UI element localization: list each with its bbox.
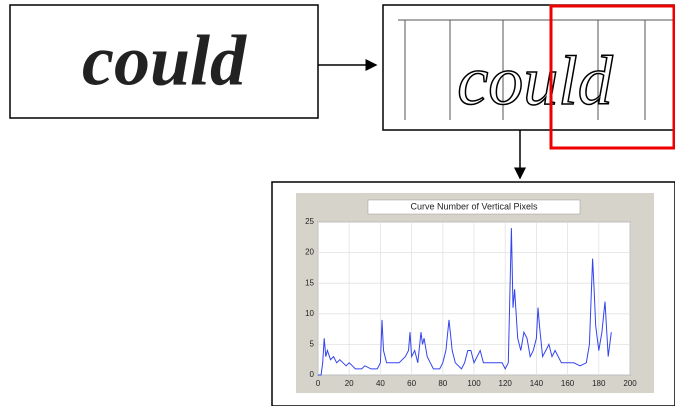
segmentation-box [382,4,675,131]
segmented-word: could [457,43,614,120]
handwritten-word: could [82,21,247,101]
x-tick-label: 100 [467,379,481,388]
input-box [9,4,319,119]
y-tick-label: 10 [305,309,314,318]
x-tick-label: 120 [499,379,513,388]
x-tick-label: 160 [561,379,575,388]
y-tick-label: 0 [310,370,315,379]
x-tick-label: 180 [592,379,606,388]
x-tick-label: 40 [376,379,385,388]
x-tick-label: 60 [407,379,416,388]
chart-title: Curve Number of Vertical Pixels [410,201,538,211]
data-line [318,228,612,376]
x-tick-label: 140 [530,379,544,388]
x-tick-label: 0 [316,379,321,388]
y-tick-label: 5 [310,340,315,349]
y-tick-label: 25 [305,217,314,226]
x-tick-label: 80 [438,379,447,388]
y-tick-label: 20 [305,248,314,257]
x-tick-label: 20 [345,379,354,388]
chart: Curve Number of Vertical Pixels 0 5 10 15 20… [296,193,654,393]
title-box [367,199,581,215]
x-tick-label: 200 [623,379,637,388]
y-tick-label: 15 [305,278,314,287]
highlight-box [549,4,675,150]
